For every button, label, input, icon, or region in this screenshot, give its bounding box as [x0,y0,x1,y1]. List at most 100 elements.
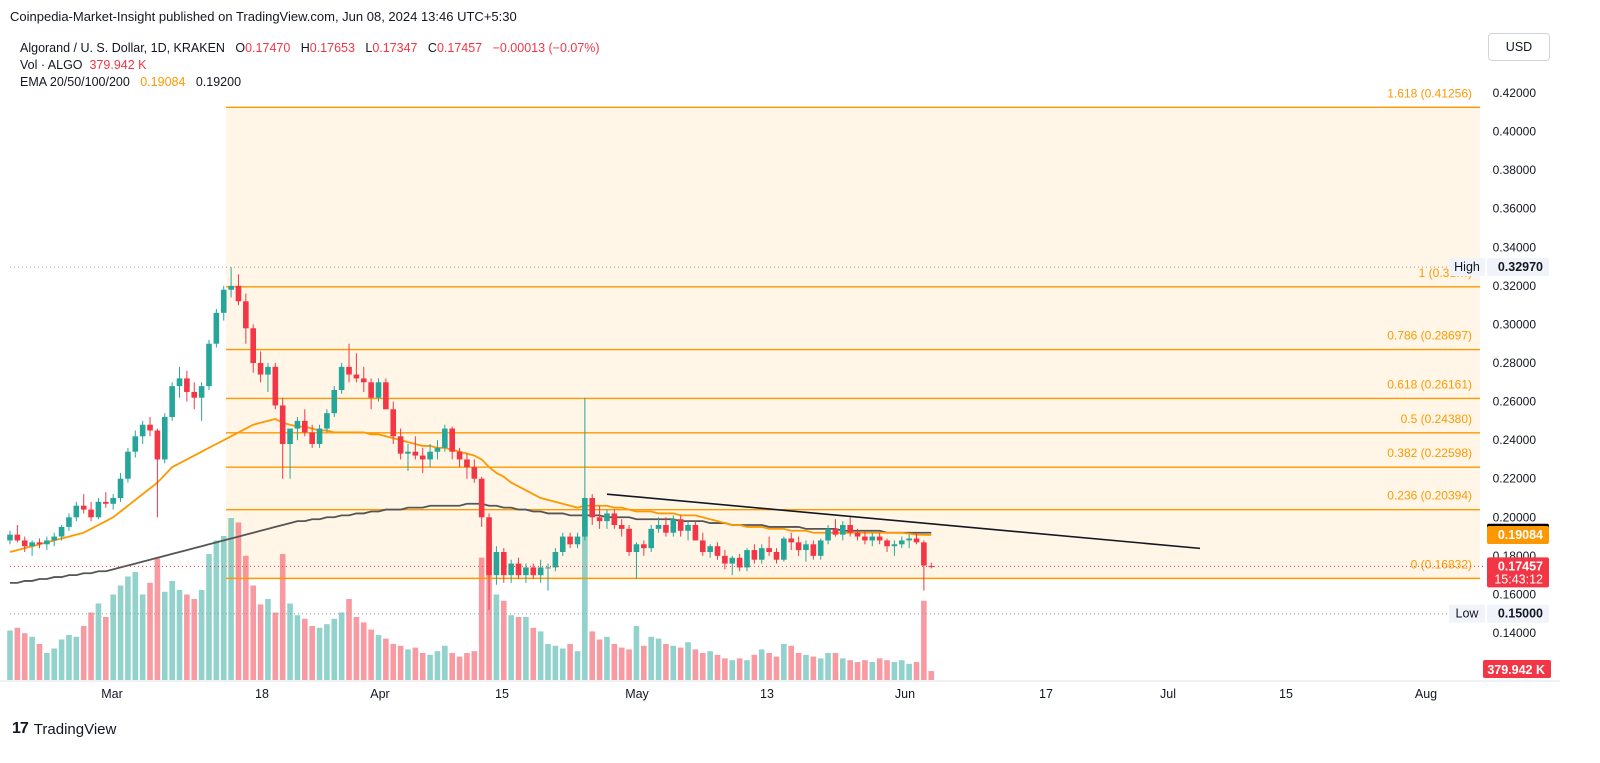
candle-body [898,540,905,545]
volume-bar [29,636,35,680]
volume-bar [758,649,765,680]
volume-bar [419,653,426,680]
volume-bar [906,663,912,680]
candles-layer [7,267,935,610]
candle-body [235,285,242,302]
candle-body [552,552,559,568]
y-tick-label: 0.28000 [1493,356,1537,370]
x-axis: Mar 18 Apr 15 May 13 Jun 17 Jul 15 Aug [0,680,1560,701]
candle-body [243,301,249,329]
candle-body [294,420,301,429]
legend-ema-label[interactable]: EMA 20/50/100/200 [20,75,130,89]
volume-bar [692,649,699,680]
candle-body [331,390,338,414]
legend-vol-label[interactable]: Vol · ALGO [20,58,83,72]
volume-bar [500,600,507,680]
legend-h-value: 0.17653 [309,41,355,55]
x-tick-label: Apr [370,687,389,701]
legend-ema-value-1: 0.19084 [140,75,186,89]
price-badge-label-bg [1449,604,1485,623]
volume-bar [250,585,257,680]
volume-bar [243,555,249,680]
candle-body [309,432,315,444]
volume-bar [582,518,588,680]
tradingview-brand[interactable]: 17 TradingView [12,720,116,738]
ema-200-line [10,502,932,584]
candle-body [338,366,345,390]
price-badge-value: 0.17457 [1498,559,1543,573]
candle-body [817,540,824,556]
candle-body [302,420,308,433]
volume-bar [596,639,603,680]
candle-body [368,382,374,398]
volume-bar [685,642,691,680]
fib-fill-layer [226,107,1480,579]
volume-bar [707,651,713,680]
volume-bar [44,653,50,680]
volume-bar [714,654,721,680]
x-tick-label: 15 [1279,687,1293,701]
volume-bar [73,636,80,680]
candle-body [921,542,927,566]
volume-bar [655,638,662,680]
x-tick-label: 15 [495,687,509,701]
candle-body [191,391,198,398]
candle-body [412,451,419,456]
fib-label: 0.618 (0.26161) [1387,377,1472,391]
candle-body [825,528,831,541]
volume-bar [921,600,927,680]
candle-body [773,552,780,560]
volume-bar [228,518,234,680]
volume-bar [147,582,153,680]
x-tick-label: May [625,687,649,701]
candle-body [618,525,625,529]
volume-bar [331,618,338,680]
candle-body [161,417,168,460]
volume-bar [633,626,640,680]
volume-bar [722,658,728,680]
candle-body [110,498,116,504]
volume-bar [515,617,522,680]
ema-layer [9,417,932,584]
candle-body [906,538,912,541]
candle-body [655,525,662,529]
volume-bar [744,660,750,680]
volume-bar [405,649,411,680]
candle-body [523,567,529,576]
candle-body [537,567,544,576]
volume-bar [316,627,323,680]
candle-body [788,538,795,543]
y-tick-label: 0.26000 [1493,395,1537,409]
volume-bar [876,658,883,680]
volume-bar [626,649,632,680]
volume-bar [279,554,286,680]
y-tick-label: 0.20000 [1493,510,1537,524]
volume-bar [449,653,455,680]
candle-body [736,557,743,568]
candle-body [228,285,234,290]
volume-bar [567,644,573,680]
volume-bar [287,603,293,680]
candle-body [117,478,124,498]
volume-bar [353,617,360,680]
candle-body [766,548,772,552]
volume-bar [464,653,470,680]
candle-body [884,540,890,547]
legend-o-value: 0.17470 [245,41,291,55]
volume-bar [383,638,389,680]
volume-bar [530,627,537,680]
volume-bar [21,633,28,680]
volume-bar [648,636,654,680]
candle-body [316,428,323,444]
legend-symbol[interactable]: Algorand / U. S. Dollar, 1D, KRAKEN [20,41,225,55]
volume-bar [795,653,802,680]
currency-button[interactable]: USD [1488,33,1550,61]
volume-bar [641,645,647,680]
candle-body [729,557,736,564]
volume-bar [412,647,419,680]
volume-bar [257,604,264,680]
y-tick-label: 0.42000 [1493,86,1537,100]
candle-body [692,525,699,541]
candle-body [862,536,868,541]
